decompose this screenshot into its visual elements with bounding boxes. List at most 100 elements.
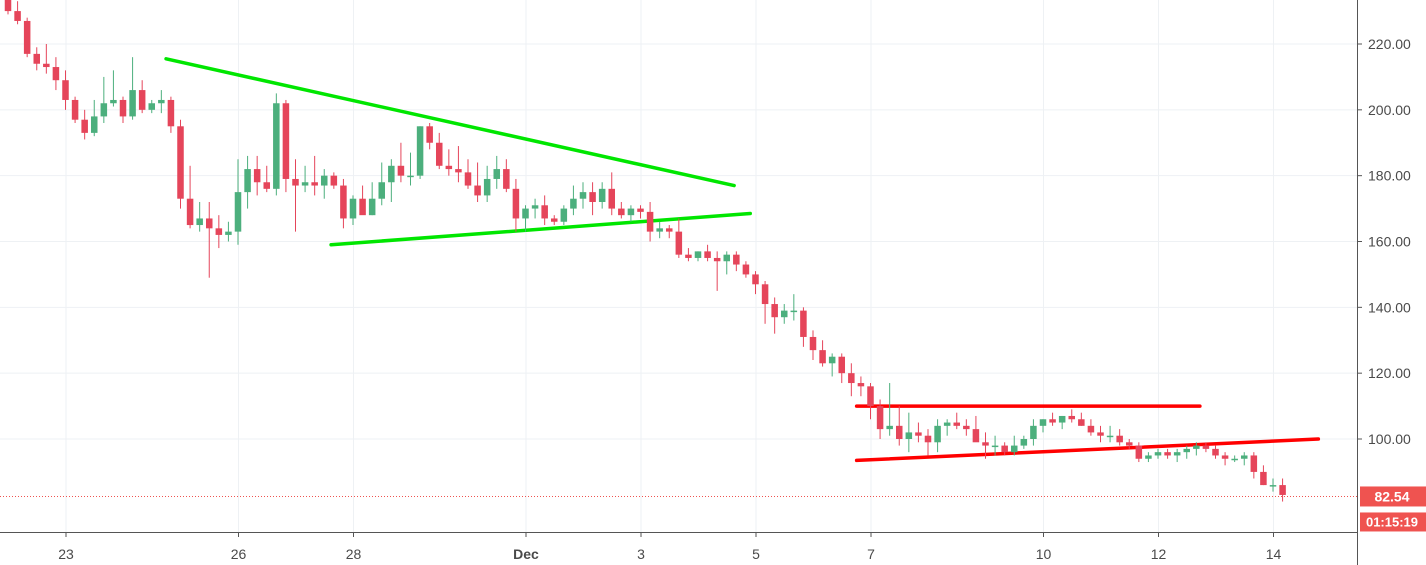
- candle-body: [1020, 439, 1028, 446]
- current-price-badge: [1360, 486, 1426, 507]
- candle: [330, 172, 338, 189]
- candle: [934, 419, 941, 453]
- candle: [1145, 452, 1152, 463]
- candle: [464, 159, 472, 189]
- candle-body: [23, 20, 31, 54]
- candle: [1106, 425, 1114, 443]
- y-tick-label: 180.00: [1368, 168, 1411, 184]
- candle: [167, 96, 175, 133]
- candle-body: [426, 126, 433, 143]
- candle-body: [455, 169, 462, 173]
- candle: [138, 80, 146, 114]
- candle: [1154, 448, 1162, 459]
- candle: [14, 1, 21, 25]
- candle: [761, 281, 769, 324]
- candle-body: [1135, 445, 1143, 459]
- candle-body: [522, 208, 529, 219]
- candle-body: [1202, 445, 1210, 449]
- candle: [62, 70, 69, 110]
- candle: [244, 155, 251, 209]
- candle-body: [1269, 485, 1277, 487]
- candle-body: [895, 425, 903, 439]
- candle: [991, 435, 999, 456]
- candle-body: [1240, 455, 1248, 459]
- candle: [876, 399, 884, 439]
- candle: [627, 205, 635, 222]
- candle-body: [397, 165, 405, 176]
- candle: [1212, 445, 1219, 459]
- candle-body: [320, 175, 328, 186]
- x-tick-label: 10: [1036, 546, 1052, 562]
- trendline[interactable]: [854, 437, 1321, 463]
- candle: [560, 205, 568, 226]
- candle-body: [1078, 419, 1085, 426]
- candle-body: [1250, 455, 1258, 472]
- candle-body: [953, 422, 961, 426]
- candle-body: [570, 198, 577, 209]
- candle-body: [1106, 435, 1114, 438]
- candle: [982, 432, 989, 459]
- candle-body: [1193, 445, 1200, 449]
- candle: [43, 44, 50, 74]
- current-price-label: 82.54: [1374, 488, 1409, 504]
- candle-body: [215, 228, 223, 235]
- candle: [388, 159, 395, 202]
- candle-body: [819, 350, 826, 364]
- candle: [196, 202, 203, 232]
- candles: [4, 0, 1286, 502]
- candle-body: [1212, 448, 1219, 456]
- candle: [416, 126, 424, 179]
- trendline[interactable]: [329, 211, 752, 247]
- candle: [512, 178, 520, 232]
- candle-body: [14, 11, 21, 21]
- candle: [733, 251, 740, 272]
- candle-body: [493, 169, 501, 179]
- candle: [1173, 448, 1181, 463]
- candle: [1183, 445, 1191, 459]
- candle: [541, 195, 548, 226]
- candle-body: [704, 251, 711, 258]
- candle: [943, 419, 951, 436]
- candle-body: [685, 254, 692, 258]
- candle: [857, 376, 865, 397]
- candle-body: [800, 310, 807, 337]
- candle: [618, 202, 625, 219]
- candle: [301, 165, 309, 193]
- candle: [1116, 429, 1123, 446]
- candle: [531, 198, 539, 219]
- candle-body: [225, 231, 232, 235]
- candle: [263, 165, 271, 193]
- candle: [292, 159, 299, 232]
- candle-body: [138, 90, 146, 110]
- candle-body: [752, 274, 759, 285]
- candle-body: [713, 257, 721, 262]
- candle: [819, 340, 826, 367]
- candle: [752, 271, 759, 295]
- x-tick-label: Dec: [513, 546, 539, 562]
- candle: [493, 155, 501, 189]
- candle-body: [340, 185, 347, 219]
- candle-body: [43, 63, 50, 68]
- x-tick-label: 23: [58, 546, 74, 562]
- candle-body: [1001, 445, 1008, 453]
- candle: [1193, 442, 1200, 456]
- candle: [215, 215, 223, 249]
- candle-body: [742, 264, 750, 275]
- candle: [790, 294, 798, 321]
- candle: [1250, 452, 1258, 479]
- candle: [1231, 455, 1238, 463]
- candle-body: [62, 80, 69, 100]
- candle: [4, 0, 12, 15]
- candle: [407, 152, 414, 186]
- candle: [445, 149, 453, 176]
- candle-body: [867, 386, 874, 407]
- candle: [1260, 465, 1267, 486]
- candle-body: [1049, 419, 1056, 423]
- candle: [320, 169, 328, 199]
- trendline[interactable]: [164, 57, 736, 188]
- candle-body: [71, 99, 79, 120]
- candle: [1269, 478, 1277, 492]
- candle-body: [474, 185, 481, 196]
- candle: [129, 57, 136, 120]
- candle-body: [177, 126, 184, 199]
